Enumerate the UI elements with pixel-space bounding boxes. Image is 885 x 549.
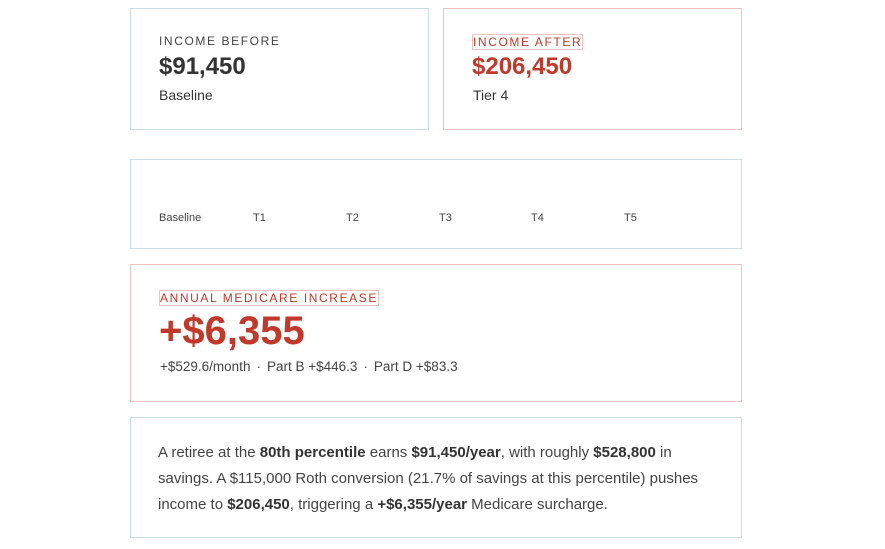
tier-label-t2: T2 (346, 212, 359, 224)
medicare-breakdown: +$529.6/month · Part B +$446.3 · Part D +$83… (160, 359, 458, 374)
medicare-amount: +$6,355 (159, 309, 305, 353)
tier-scale: Baseline T1 T2 T3 T4 T5 (159, 212, 719, 228)
tier-label-t5: T5 (624, 212, 637, 224)
income-before-caption: Baseline (159, 87, 213, 103)
summary-fragment: , with roughly (500, 444, 594, 461)
tier-label-t1: T1 (253, 212, 266, 224)
tier-label-t3: T3 (439, 212, 452, 224)
summary-fragment: , triggering a (289, 496, 378, 513)
income-after-amount: $206,450 (472, 53, 573, 80)
summary-fragment: earns (365, 444, 412, 461)
summary-fragment: Medicare surcharge. (467, 496, 608, 513)
separator-dot: · (363, 359, 368, 374)
income-after-eyebrow: INCOME AFTER (472, 34, 584, 50)
medicare-part-b: Part B +$446.3 (266, 359, 358, 374)
medicare-part-d: Part D +$83.3 (373, 359, 458, 374)
medicare-increase-card: ANNUAL MEDICARE INCREASE +$6,355 +$529.6… (130, 264, 742, 402)
income-before-card: INCOME BEFORE $91,450 Baseline (130, 8, 429, 130)
summary-earnings: $91,450/year (411, 444, 501, 461)
income-before-eyebrow: INCOME BEFORE (159, 34, 281, 48)
tier-label-baseline: Baseline (159, 212, 202, 224)
income-before-amount: $91,450 (159, 53, 246, 80)
summary-fragment: A retiree at the (158, 444, 260, 461)
tier-label-t4: T4 (531, 212, 544, 224)
summary-fragment: in savings. A $115,000 Roth conversion (… (158, 444, 699, 513)
separator-dot: · (256, 359, 261, 374)
summary-income: $206,450 (227, 496, 290, 513)
summary-card: A retiree at the 80th percentile earns $… (130, 417, 742, 538)
tier-scale-card: Baseline T1 T2 T3 T4 T5 (130, 159, 742, 249)
summary-surcharge: +$6,355/year (377, 496, 467, 513)
medicare-eyebrow: ANNUAL MEDICARE INCREASE (159, 290, 379, 306)
summary-savings: $528,800 (593, 444, 656, 461)
income-after-card: INCOME AFTER $206,450 Tier 4 (443, 8, 742, 130)
income-after-caption: Tier 4 (473, 87, 509, 103)
medicare-monthly: +$529.6/month (160, 359, 251, 374)
summary-text: A retiree at the 80th percentile earns $… (158, 440, 718, 518)
summary-percentile: 80th percentile (259, 444, 366, 461)
